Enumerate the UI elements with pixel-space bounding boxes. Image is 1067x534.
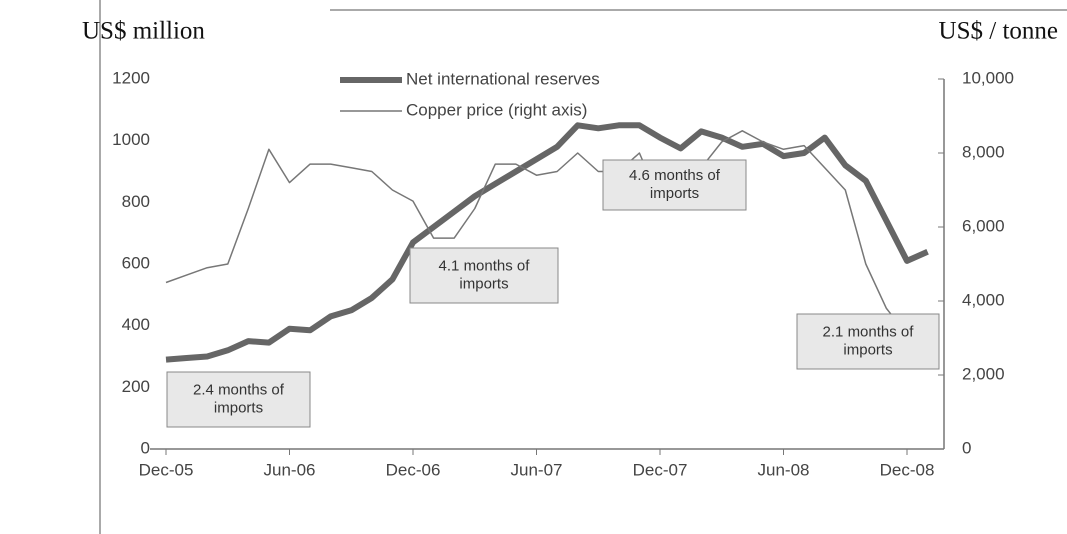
x-tick-label: Dec-07 xyxy=(633,460,688,479)
y-tick-label: 800 xyxy=(122,192,150,211)
annotation-text: 2.4 months of xyxy=(193,381,285,398)
annotation-text: 4.6 months of xyxy=(629,167,721,184)
annotation-text: 4.1 months of xyxy=(439,257,531,274)
annotation-text: imports xyxy=(459,275,508,292)
x-tick-label: Dec-05 xyxy=(139,460,194,479)
x-tick-label: Jun-07 xyxy=(511,460,563,479)
annotation-text: imports xyxy=(650,185,699,202)
y-tick-label: 1000 xyxy=(112,130,150,149)
y-tick-label: 400 xyxy=(122,315,150,334)
annotation-box xyxy=(166,371,311,428)
annotation-text: imports xyxy=(214,399,263,416)
series-line xyxy=(165,122,929,363)
y2-axis-title: US$ / tonne xyxy=(939,18,1058,45)
annotation-box xyxy=(796,313,940,370)
y-tick-label: 200 xyxy=(122,377,150,396)
y2-tick-label: 4,000 xyxy=(962,290,1005,309)
annotation-text: imports xyxy=(843,341,892,358)
annotation-text: 2.1 months of xyxy=(823,323,915,340)
y-axis-title: US$ million xyxy=(82,18,205,45)
y2-tick-label: 0 xyxy=(962,438,971,457)
y2-tick-label: 10,000 xyxy=(962,68,1014,87)
x-tick-label: Jun-06 xyxy=(264,460,316,479)
x-tick-label: Jun-08 xyxy=(758,460,810,479)
y-tick-label: 600 xyxy=(122,253,150,272)
y-tick-label: 1200 xyxy=(112,68,150,87)
x-tick-label: Dec-06 xyxy=(386,460,441,479)
annotation-box xyxy=(602,159,747,211)
y2-tick-label: 8,000 xyxy=(962,142,1005,161)
y2-tick-label: 2,000 xyxy=(962,364,1005,383)
series-line xyxy=(165,130,928,336)
legend-label: Net international reserves xyxy=(406,69,600,88)
y-tick-label: 0 xyxy=(141,438,150,457)
legend-label: Copper price (right axis) xyxy=(406,100,587,119)
annotation-box xyxy=(409,247,559,304)
y2-tick-label: 6,000 xyxy=(962,216,1005,235)
x-tick-label: Dec-08 xyxy=(880,460,935,479)
